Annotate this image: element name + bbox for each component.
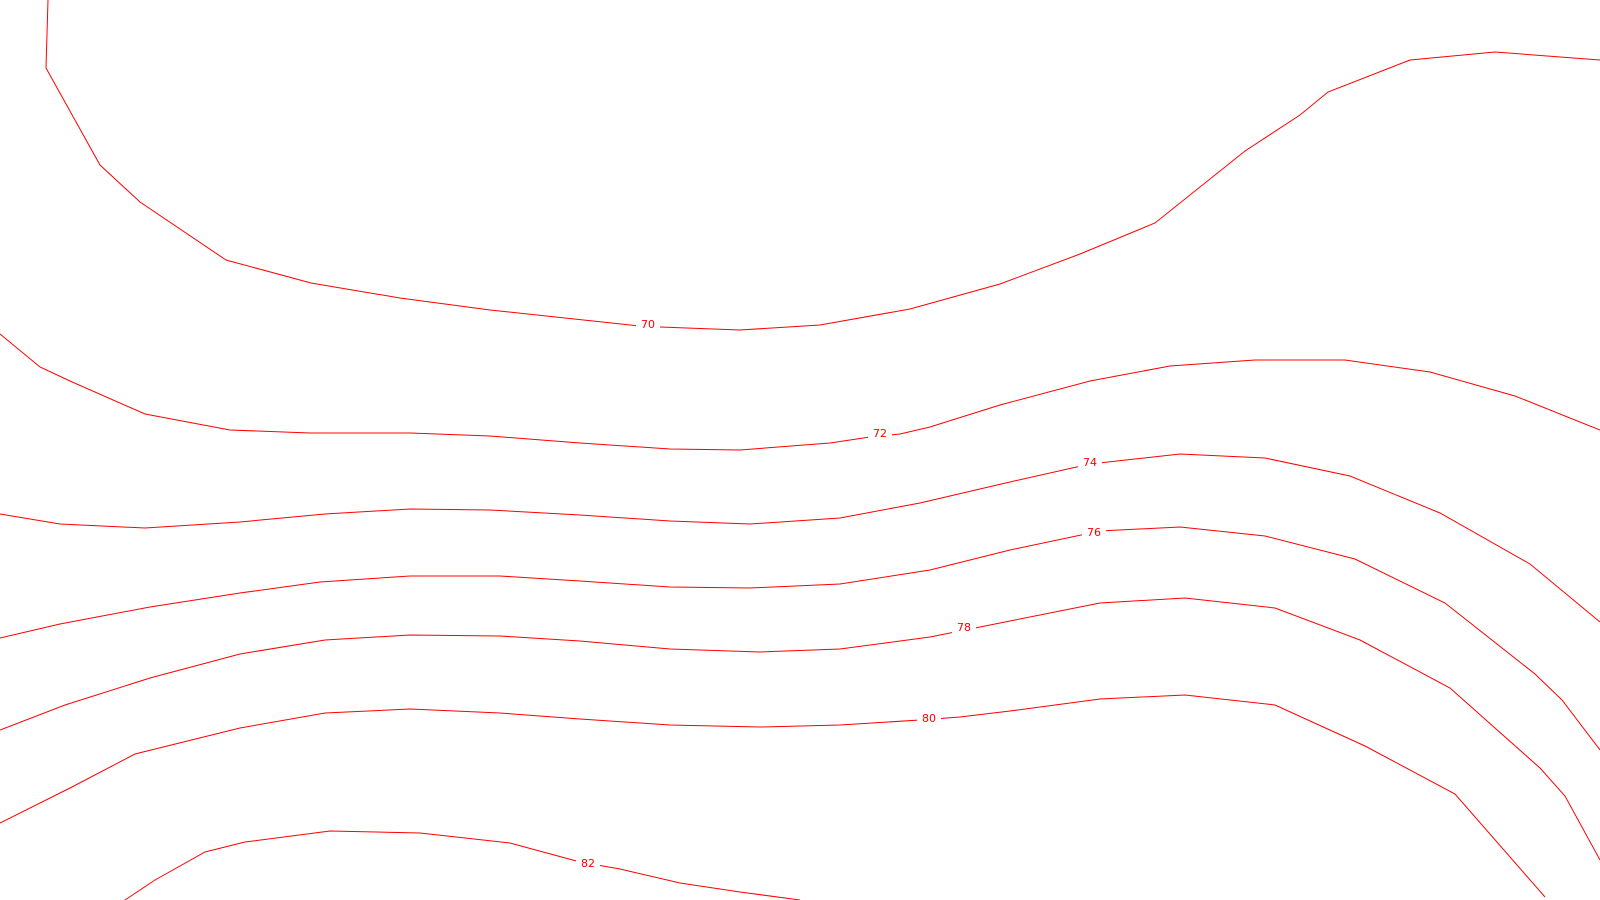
contour-78: 78	[0, 597, 1600, 861]
contour-label-bg-82	[576, 856, 600, 872]
contour-70: 70	[45, 0, 1600, 333]
contour-line-74	[0, 453, 1600, 623]
contour-label-70: 70	[641, 318, 655, 331]
contour-label-76: 76	[1087, 526, 1101, 539]
contour-label-78: 78	[957, 621, 971, 634]
contour-label-82: 82	[581, 857, 595, 870]
contour-80: 80	[0, 694, 1546, 898]
contour-line-72	[0, 333, 1600, 451]
contour-line-80	[0, 694, 1546, 898]
contour-76: 76	[0, 525, 1600, 751]
contour-label-74: 74	[1083, 456, 1097, 469]
contour-label-bg-80	[917, 711, 941, 727]
contour-label-bg-72	[868, 426, 892, 442]
contour-line-76	[0, 526, 1600, 751]
contour-label-bg-74	[1078, 455, 1102, 471]
contour-line-70	[45, 0, 1600, 331]
contour-label-bg-70	[636, 317, 660, 333]
contour-label-72: 72	[873, 427, 887, 440]
contour-line-82	[124, 830, 801, 900]
contour-82: 82	[124, 830, 801, 900]
contour-line-78	[0, 597, 1600, 861]
contour-label-bg-76	[1082, 525, 1106, 541]
contour-72: 72	[0, 333, 1600, 451]
contour-label-80: 80	[922, 712, 936, 725]
contour-74: 74	[0, 453, 1600, 623]
contour-label-bg-78	[952, 620, 976, 636]
